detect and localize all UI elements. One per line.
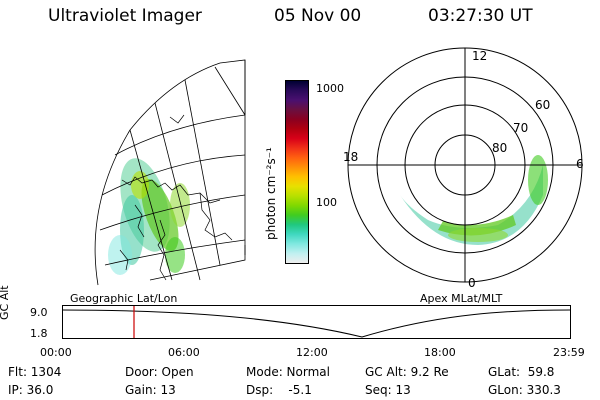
timeline-xtick-1800: 18:00 xyxy=(424,346,456,359)
colorbar-gradient xyxy=(286,81,308,263)
altitude-curve xyxy=(62,309,571,338)
colorbar-tick-1000: 1000 xyxy=(316,82,344,95)
timeline-axis-label: GC Alt xyxy=(0,285,11,320)
status-mode: Mode: Normal xyxy=(246,365,330,379)
date-label: 05 Nov 00 xyxy=(274,6,362,26)
mlt-label-0: 0 xyxy=(468,276,476,290)
coastlines xyxy=(119,114,233,281)
geographic-map xyxy=(94,59,246,286)
mlt-label-18: 18 xyxy=(343,150,358,164)
time-label: 03:27:30 UT xyxy=(428,6,533,26)
status-door: Door: Open xyxy=(125,365,194,379)
polar-plot: 12 18 6 0 60 70 80 xyxy=(343,47,584,290)
status-gain: Gain: 13 xyxy=(125,383,176,397)
mlt-label-6: 6 xyxy=(576,157,584,171)
timeline-ytick-1_8: 1.8 xyxy=(30,327,48,340)
colorbar xyxy=(285,80,309,264)
timeline-xtick-0000: 00:00 xyxy=(40,346,72,359)
status-ip: IP: 36.0 xyxy=(8,383,54,397)
instrument-title: Ultraviolet Imager xyxy=(48,6,202,26)
status-flt: Flt: 1304 xyxy=(8,365,62,379)
aurora-emission-geo xyxy=(108,158,190,275)
status-dsp: Dsp: -5.1 xyxy=(246,383,312,397)
polar-grid xyxy=(347,47,583,283)
timeline-ytick-9: 9.0 xyxy=(30,306,48,319)
status-seq: Seq: 13 xyxy=(365,383,411,397)
timeline-xtick-0600: 06:00 xyxy=(168,346,200,359)
timeline-frame xyxy=(62,305,571,339)
lat-label-60: 60 xyxy=(535,98,550,112)
colorbar-label: photon cm⁻²s⁻¹ xyxy=(264,147,278,240)
geographic-caption: Geographic Lat/Lon xyxy=(70,292,178,305)
lat-label-80: 80 xyxy=(492,141,507,155)
aurora-emission-polar xyxy=(400,155,548,245)
lat-label-70: 70 xyxy=(513,121,528,135)
timeline-xtick-1200: 12:00 xyxy=(296,346,328,359)
timeline-plot xyxy=(62,305,571,339)
status-glon: GLon: 330.3 xyxy=(488,383,561,397)
mlt-label-12: 12 xyxy=(472,49,487,63)
timeline-xtick-2359: 23:59 xyxy=(553,346,585,359)
status-gc-alt: GC Alt: 9.2 Re xyxy=(365,365,449,379)
apex-caption: Apex MLat/MLT xyxy=(420,292,503,305)
colorbar-tick-100: 100 xyxy=(316,196,337,209)
status-glat: GLat: 59.8 xyxy=(488,365,555,379)
graticule xyxy=(94,59,246,286)
